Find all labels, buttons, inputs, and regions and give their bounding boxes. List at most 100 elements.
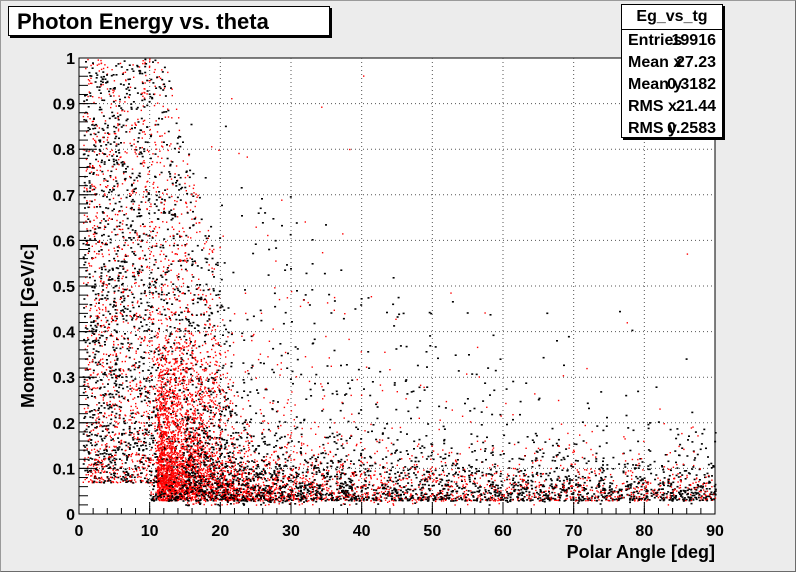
- data-point-black: [143, 150, 146, 153]
- data-point-red: [196, 428, 199, 431]
- data-point-red: [105, 446, 107, 449]
- data-point-red: [211, 251, 214, 253]
- data-point-black: [165, 111, 168, 113]
- data-point-red: [87, 58, 89, 61]
- data-point-red: [218, 481, 220, 483]
- data-point-red: [190, 441, 192, 443]
- data-point-red: [102, 358, 104, 360]
- data-point-red: [114, 279, 116, 282]
- data-point-black: [189, 201, 192, 204]
- data-point-red: [171, 470, 174, 472]
- data-point-black: [144, 395, 147, 397]
- data-point-black: [102, 129, 105, 131]
- data-point-red: [94, 139, 96, 142]
- data-point-black: [189, 354, 192, 356]
- data-point-red: [189, 403, 191, 405]
- data-point-black: [108, 191, 110, 194]
- data-point-red: [169, 386, 171, 389]
- data-point-black: [116, 182, 119, 185]
- data-point-red: [140, 394, 142, 396]
- data-point-black: [104, 226, 107, 228]
- data-point-black: [114, 137, 117, 140]
- data-point-red: [113, 344, 115, 346]
- data-point-red: [205, 368, 208, 370]
- data-point-black: [93, 333, 96, 335]
- data-point-black: [124, 333, 126, 335]
- data-point-black: [87, 129, 90, 132]
- data-point-red: [254, 451, 256, 454]
- data-point-red: [102, 255, 104, 258]
- data-point-red: [95, 142, 97, 144]
- data-point-black: [115, 317, 118, 320]
- data-point-red: [87, 383, 89, 385]
- data-point-red: [132, 265, 134, 267]
- data-point-black: [85, 240, 88, 242]
- data-point-red: [132, 409, 134, 411]
- data-point-black: [140, 201, 143, 203]
- data-point-red: [133, 417, 136, 419]
- data-point-red: [130, 315, 132, 318]
- data-point-black: [150, 446, 153, 449]
- data-point-black: [140, 387, 143, 390]
- data-point-red: [85, 220, 87, 222]
- data-point-red: [87, 407, 89, 409]
- data-point-red: [245, 463, 247, 465]
- data-point-red: [127, 110, 129, 113]
- data-point-red: [137, 467, 140, 469]
- data-point-red: [189, 465, 191, 467]
- data-point-black: [202, 289, 205, 292]
- data-point-black: [124, 177, 127, 180]
- data-point-red: [191, 347, 193, 349]
- data-point-red: [223, 467, 225, 469]
- data-point-red: [142, 257, 144, 260]
- data-point-black: [137, 174, 140, 177]
- data-point-red: [212, 412, 214, 414]
- data-point-black: [140, 444, 143, 447]
- data-point-red: [129, 475, 132, 477]
- data-point-black: [123, 244, 126, 247]
- data-point-black: [114, 285, 117, 288]
- data-point-red: [196, 449, 199, 451]
- data-point-black: [133, 252, 135, 255]
- data-point-black: [130, 224, 133, 226]
- data-point-black: [139, 129, 142, 131]
- data-point-black: [151, 379, 153, 381]
- data-point-red: [269, 499, 272, 501]
- data-point-black: [207, 289, 210, 291]
- data-point-black: [130, 103, 133, 105]
- data-point-red: [181, 406, 183, 408]
- data-point-black: [143, 292, 146, 295]
- data-point-red: [150, 459, 152, 461]
- data-point-black: [119, 265, 122, 267]
- data-point-black: [158, 196, 161, 199]
- data-point-red: [161, 450, 163, 453]
- data-point-red: [117, 184, 119, 186]
- data-point-red: [143, 119, 146, 122]
- data-point-black: [122, 235, 125, 238]
- data-point-red: [212, 472, 214, 474]
- data-point-black: [93, 475, 96, 478]
- data-point-black: [154, 286, 157, 288]
- data-point-red: [178, 426, 180, 428]
- data-point-black: [175, 377, 178, 379]
- data-point-red: [159, 416, 161, 418]
- data-point-red: [119, 368, 122, 370]
- data-point-red: [161, 442, 163, 444]
- data-point-black: [146, 126, 149, 128]
- data-point-red: [169, 467, 171, 470]
- data-point-black: [122, 318, 125, 320]
- data-point-black: [169, 388, 171, 391]
- data-point-black: [119, 98, 121, 101]
- data-point-black: [89, 315, 92, 317]
- data-point-black: [114, 368, 117, 371]
- data-point-red: [268, 461, 270, 463]
- data-point-black: [112, 188, 115, 191]
- data-point-red: [220, 393, 222, 395]
- data-point-red: [143, 191, 145, 193]
- data-point-red: [86, 434, 88, 436]
- data-point-red: [257, 488, 260, 491]
- data-point-red: [89, 374, 92, 376]
- data-point-red: [98, 241, 101, 243]
- data-point-red: [119, 443, 122, 445]
- data-point-black: [123, 214, 126, 216]
